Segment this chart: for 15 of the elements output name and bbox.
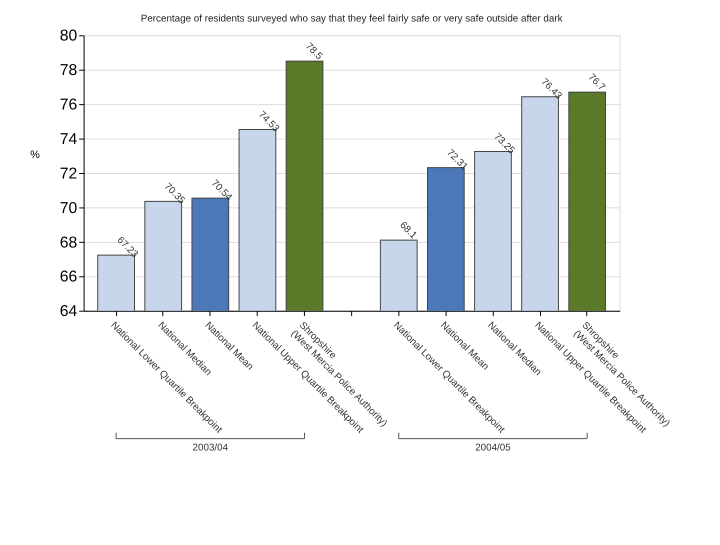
y-tick-label: 66 bbox=[60, 268, 78, 286]
y-tick-label: 78 bbox=[60, 62, 78, 80]
y-tick-label: 72 bbox=[60, 165, 78, 182]
text: 2004/05 bbox=[475, 442, 512, 454]
y-tick-label: 70 bbox=[60, 200, 78, 217]
y-tick-label: 74 bbox=[60, 130, 78, 148]
y-tick-label: 76 bbox=[60, 96, 78, 114]
data-label: 76.7 bbox=[586, 72, 608, 94]
chart-title: Percentage of residents surveyed who say that they feel fairly safe or very safe outside after dark bbox=[140, 14, 563, 25]
y-tick-label: 64 bbox=[60, 303, 78, 320]
y-tick-label: 80 bbox=[60, 28, 78, 45]
data-label: 68.1 bbox=[397, 220, 419, 242]
y-axis-title: % bbox=[30, 148, 40, 161]
y-tick-label: 68 bbox=[60, 234, 78, 252]
text: 2003/04 bbox=[192, 442, 229, 454]
